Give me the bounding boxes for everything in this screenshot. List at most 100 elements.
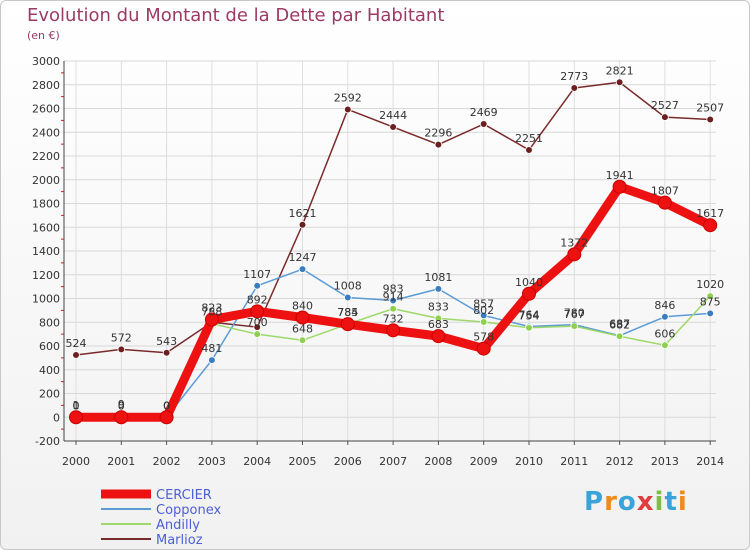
data-label: 648 xyxy=(292,322,313,335)
y-tick-label: 3000 xyxy=(32,55,60,68)
data-point xyxy=(434,140,443,149)
x-tick-label: 2010 xyxy=(515,455,543,468)
data-label: 1617 xyxy=(696,207,724,220)
data-point xyxy=(615,332,624,341)
data-label: 1372 xyxy=(560,236,588,249)
data-label: 1040 xyxy=(515,276,543,289)
data-label: 2773 xyxy=(560,70,588,83)
data-label: 524 xyxy=(66,337,87,350)
data-label: 2527 xyxy=(651,99,679,112)
y-tick-label: 2800 xyxy=(32,79,60,92)
data-point xyxy=(703,218,718,233)
data-point xyxy=(434,314,443,323)
data-label: 840 xyxy=(292,300,313,313)
chart-subtitle: (en €) xyxy=(27,29,60,42)
data-label: 764 xyxy=(519,309,540,322)
data-label: 572 xyxy=(111,331,132,344)
data-point xyxy=(250,304,265,319)
data-label: 833 xyxy=(428,300,449,313)
x-tick-label: 2002 xyxy=(153,455,181,468)
y-tick-label: -200 xyxy=(35,435,60,448)
axes xyxy=(61,61,716,445)
data-point xyxy=(162,348,171,357)
data-label: 0 xyxy=(118,399,125,412)
x-tick-label: 2001 xyxy=(107,455,135,468)
y-tick-label: 2400 xyxy=(32,126,60,139)
data-point xyxy=(298,336,307,345)
data-point xyxy=(567,247,582,262)
y-tick-label: 2200 xyxy=(32,150,60,163)
data-point xyxy=(612,179,627,194)
data-label: 481 xyxy=(201,342,222,355)
data-point xyxy=(706,115,714,124)
data-label: 1081 xyxy=(424,271,452,284)
y-tick-label: 400 xyxy=(39,364,60,377)
data-point xyxy=(570,84,579,92)
data-point xyxy=(72,351,80,359)
data-label: 1107 xyxy=(243,268,271,281)
legend-label: Andilly xyxy=(156,518,200,533)
proxiti-logo: Proxiti xyxy=(584,487,688,517)
data-label: 784 xyxy=(337,306,358,319)
logo-letter: r xyxy=(604,487,618,517)
data-label: 2592 xyxy=(334,91,362,104)
data-label: 914 xyxy=(383,291,404,304)
data-point xyxy=(159,410,174,425)
data-point xyxy=(389,123,397,131)
y-tick-label: 200 xyxy=(39,388,60,401)
data-point xyxy=(661,341,669,350)
data-label: 0 xyxy=(73,399,80,412)
logo-letter: x xyxy=(636,487,655,517)
data-point xyxy=(476,341,491,356)
x-tick-label: 2008 xyxy=(424,455,452,468)
y-tick-label: 0 xyxy=(53,411,60,424)
x-tick-labels: 2000 2001 2002 2003 2004 2005 2006 2007 2008 2009… xyxy=(62,455,724,468)
data-label: 785 xyxy=(337,306,358,319)
data-label: 578 xyxy=(473,331,494,344)
data-point xyxy=(479,318,488,326)
grid-lines xyxy=(64,60,716,442)
data-point xyxy=(431,329,446,344)
y-tick-labels: -200 0 200 400 600 800 1000 1200 1400 1600 1800 200… xyxy=(32,55,60,448)
data-point xyxy=(386,323,401,338)
y-tick-label: 2000 xyxy=(32,174,60,187)
data-label: 1008 xyxy=(334,280,362,293)
x-tick-label: 2013 xyxy=(651,455,679,468)
data-label: 983 xyxy=(383,283,404,296)
y-tick-label: 1000 xyxy=(32,293,60,306)
data-label: 892 xyxy=(247,293,268,306)
data-label: 0 xyxy=(118,399,125,412)
y-tick-label: 1600 xyxy=(32,221,60,234)
logo-letter: i xyxy=(677,487,688,517)
data-label: 2251 xyxy=(515,132,543,145)
data-label: 683 xyxy=(428,318,449,331)
data-label: 0 xyxy=(163,399,170,412)
data-label: 732 xyxy=(383,312,404,325)
data-point xyxy=(298,220,307,229)
data-point xyxy=(434,285,443,293)
data-label: 2469 xyxy=(470,106,498,119)
data-label: 543 xyxy=(156,335,177,348)
logo-letter: o xyxy=(617,487,637,517)
x-tick-label: 2006 xyxy=(334,455,362,468)
data-point xyxy=(522,286,536,301)
data-point xyxy=(204,312,219,327)
x-tick-label: 2000 xyxy=(62,455,90,468)
data-label: 700 xyxy=(247,316,268,329)
data-point xyxy=(479,120,488,128)
legend-item-marlioz: Marlioz xyxy=(101,533,203,548)
data-label: 1 xyxy=(73,399,80,412)
data-point xyxy=(253,330,262,338)
data-label: 2821 xyxy=(606,64,634,77)
y-tick-label: 600 xyxy=(39,340,60,353)
legend-item-cercier: CERCIER xyxy=(101,488,212,503)
x-tick-label: 2009 xyxy=(470,455,498,468)
logo-letter: P xyxy=(584,487,605,517)
data-label: 754 xyxy=(519,310,540,323)
series-group xyxy=(69,78,718,425)
data-point xyxy=(114,410,129,425)
data-point xyxy=(389,304,397,313)
x-tick-label: 2003 xyxy=(198,455,226,468)
